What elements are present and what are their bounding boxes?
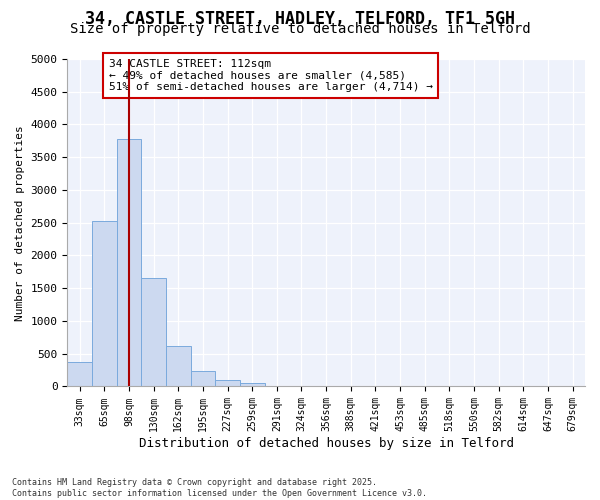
Bar [191,371,215,386]
Bar [166,346,191,387]
Bar [141,278,166,386]
Text: 34 CASTLE STREET: 112sqm
← 49% of detached houses are smaller (4,585)
51% of sem: 34 CASTLE STREET: 112sqm ← 49% of detach… [109,59,433,92]
X-axis label: Distribution of detached houses by size in Telford: Distribution of detached houses by size … [139,437,514,450]
Bar [92,221,116,386]
Text: Contains HM Land Registry data © Crown copyright and database right 2025.
Contai: Contains HM Land Registry data © Crown c… [12,478,427,498]
Text: 34, CASTLE STREET, HADLEY, TELFORD, TF1 5GH: 34, CASTLE STREET, HADLEY, TELFORD, TF1 … [85,10,515,28]
Bar [215,380,240,386]
Y-axis label: Number of detached properties: Number of detached properties [15,125,25,320]
Bar [116,139,141,386]
Bar [67,362,92,386]
Bar [240,383,265,386]
Text: Size of property relative to detached houses in Telford: Size of property relative to detached ho… [70,22,530,36]
